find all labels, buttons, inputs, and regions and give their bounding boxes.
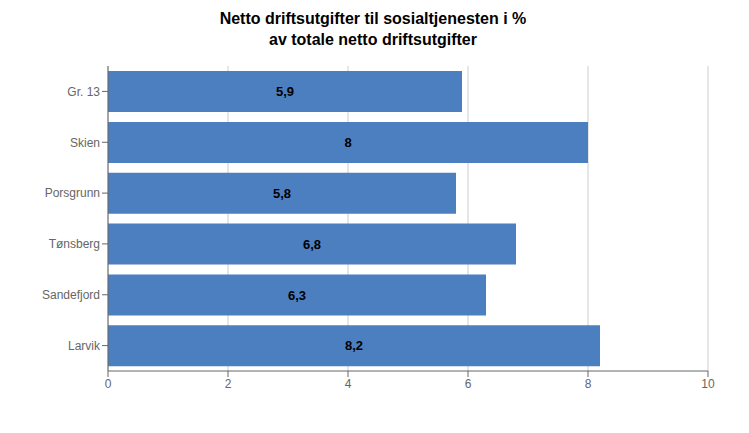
svg-text:6,3: 6,3 (288, 288, 306, 303)
svg-text:8,2: 8,2 (345, 338, 363, 353)
svg-text:0: 0 (105, 377, 112, 391)
svg-text:8: 8 (344, 135, 351, 150)
svg-text:6,8: 6,8 (303, 237, 321, 252)
svg-text:Larvik: Larvik (68, 339, 101, 353)
svg-text:Tønsberg: Tønsberg (49, 237, 100, 251)
html-text:av totale netto driftsutgifter: av totale netto driftsutgifter (269, 31, 477, 48)
html-text:Netto driftsutgifter til sosia: Netto driftsutgifter til sosialtjenesten… (219, 10, 527, 27)
svg-text:Porsgrunn: Porsgrunn (45, 186, 100, 200)
svg-text:Sandefjord: Sandefjord (42, 288, 100, 302)
svg-text:4: 4 (345, 377, 352, 391)
svg-text:8: 8 (585, 377, 592, 391)
svg-text:Gr. 13: Gr. 13 (67, 85, 100, 99)
svg-text:6: 6 (465, 377, 472, 391)
svg-text:5,8: 5,8 (273, 186, 291, 201)
svg-text:10: 10 (701, 377, 715, 391)
svg-text:2: 2 (225, 377, 232, 391)
svg-text:Skien: Skien (70, 136, 100, 150)
svg-text:5,9: 5,9 (276, 84, 294, 99)
